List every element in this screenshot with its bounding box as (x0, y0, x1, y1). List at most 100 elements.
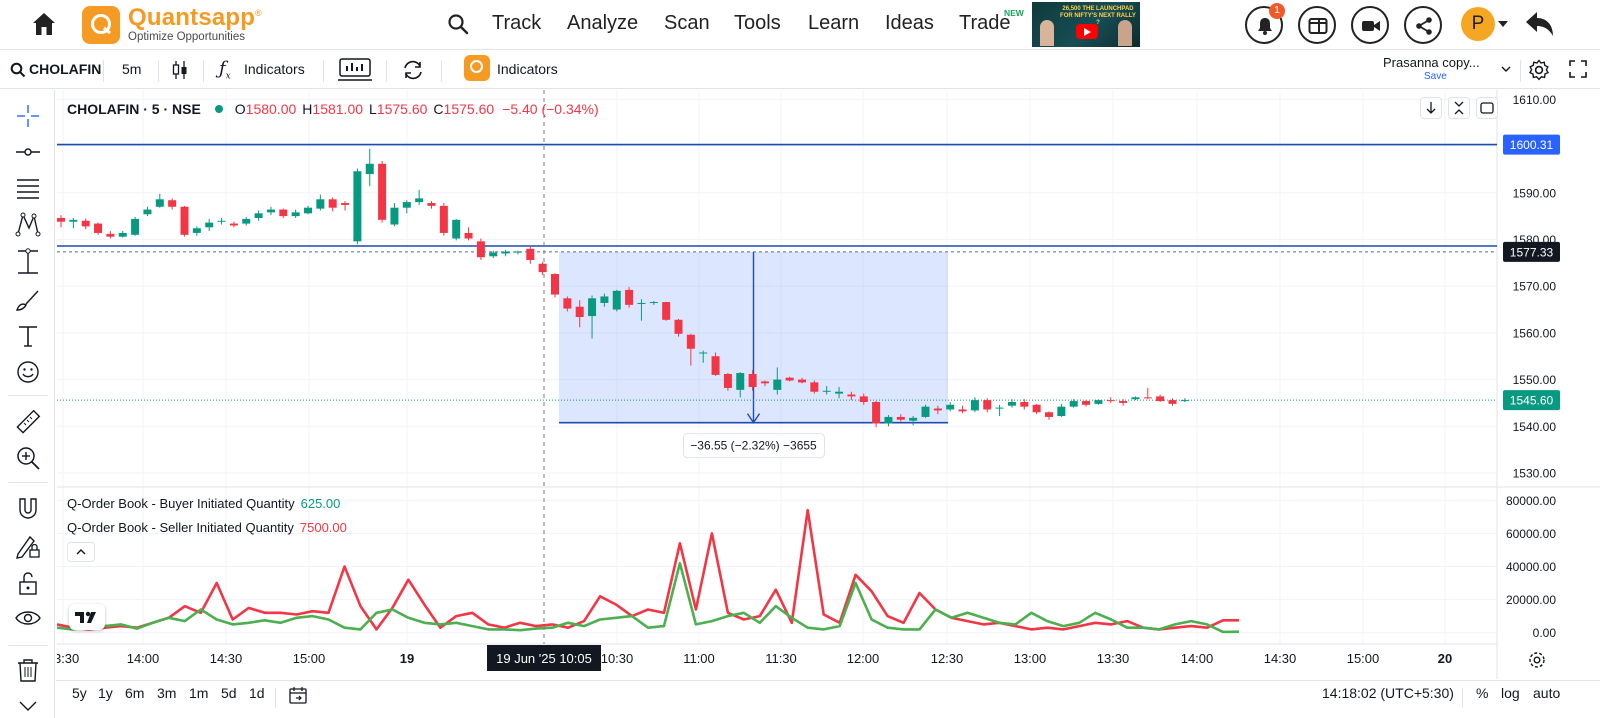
promo-video-thumbnail[interactable]: 26,500 THE LAUNCHPAD FOR NIFTY'S NEXT RA… (1032, 2, 1140, 47)
avatar[interactable]: P (1461, 7, 1495, 41)
home-icon[interactable] (30, 10, 58, 38)
candle-body (1094, 400, 1103, 404)
pane-maximize-button[interactable] (1476, 97, 1498, 119)
candle-body (1119, 401, 1128, 403)
brand-name[interactable]: Quantsapp® (128, 4, 262, 31)
trash-icon[interactable] (14, 656, 42, 684)
range-3m[interactable]: 3m (157, 685, 177, 701)
trend-line-icon[interactable] (14, 138, 42, 166)
eye-icon[interactable] (14, 605, 42, 633)
log-scale-toggle[interactable]: log (1501, 685, 1520, 701)
indicator-line (57, 561, 1240, 634)
pane-down-button[interactable] (1420, 97, 1442, 119)
candle-body (600, 296, 609, 303)
price-chart[interactable]: −36.55 (−2.32%) −3655 19 Jun '25 10:05 1… (57, 90, 1600, 679)
lock-drawing-icon[interactable] (14, 532, 42, 560)
candle-body (439, 205, 448, 233)
video-button[interactable] (1351, 6, 1389, 44)
buyer-legend-label[interactable]: Q-Order Book - Buyer Initiated Quantity (67, 496, 295, 511)
price-tick-label: 1590.00 (1513, 186, 1557, 200)
ruler-icon[interactable] (14, 408, 42, 436)
candle-body (217, 220, 226, 222)
fib-retracement-icon[interactable] (14, 174, 42, 202)
pattern-icon[interactable] (14, 210, 42, 238)
timezone-clock[interactable]: 14:18:02 (UTC+5:30) (1322, 685, 1454, 701)
share-button[interactable] (1404, 6, 1442, 44)
buyer-legend: Q-Order Book - Buyer Initiated Quantity 6… (67, 496, 340, 511)
indicator-tick-label: 20000.00 (1506, 593, 1556, 607)
function-icon[interactable]: ƒx (219, 58, 231, 82)
back-arrow-icon[interactable] (1522, 8, 1556, 42)
nav-analyze[interactable]: Analyze (567, 12, 639, 34)
percent-scale-toggle[interactable]: % (1476, 685, 1489, 701)
gear-icon[interactable] (1528, 59, 1550, 81)
save-label[interactable]: Save (1424, 71, 1447, 82)
candle-body (464, 232, 473, 239)
text-tool-icon[interactable] (14, 322, 42, 350)
time-tick-label: 14:00 (1181, 651, 1214, 666)
video-camera-icon (1362, 21, 1380, 31)
candle-body (390, 207, 399, 225)
candle-body (131, 218, 140, 235)
time-tick-label: 13:30 (57, 651, 79, 666)
candle-type-icon[interactable] (171, 60, 189, 80)
nav-tools[interactable]: Tools (734, 12, 781, 34)
notification-count: 1 (1269, 3, 1285, 19)
time-tick-label: 20 (1438, 651, 1452, 666)
tradingview-logo-icon[interactable] (69, 604, 105, 630)
quantsapp-indicators-icon[interactable] (464, 55, 490, 81)
nav-trade[interactable]: Trade (959, 12, 1011, 34)
search-icon[interactable] (10, 62, 26, 78)
range-1d[interactable]: 1d (249, 685, 265, 701)
refresh-icon[interactable] (401, 59, 425, 81)
candle-body (155, 199, 164, 207)
indicators-button[interactable]: Indicators (244, 61, 305, 77)
emoji-icon[interactable] (14, 358, 42, 386)
brush-icon[interactable] (14, 286, 42, 314)
zoom-in-icon[interactable] (14, 444, 42, 472)
interval-selector[interactable]: 5m (122, 61, 142, 77)
candle-body (612, 290, 621, 310)
time-tick-label: 11:30 (765, 651, 797, 666)
symbol-title[interactable]: CHOLAFIN · 5 · NSE (67, 101, 201, 117)
time-tick-label: 15:00 (1347, 651, 1380, 666)
axis-settings-icon[interactable] (1528, 651, 1546, 669)
layout-name[interactable]: Prasanna copy... (1383, 55, 1480, 70)
window-button[interactable] (1298, 6, 1336, 44)
unlock-icon[interactable] (14, 569, 42, 597)
range-5y[interactable]: 5y (72, 685, 87, 701)
nav-scan[interactable]: Scan (664, 12, 710, 34)
price-tick-label: 1550.00 (1513, 373, 1557, 387)
top-navbar: Quantsapp® Optimize Opportunities Track … (0, 0, 1600, 50)
templates-icon[interactable] (337, 57, 373, 83)
q-indicators-button[interactable]: Indicators (497, 61, 558, 77)
seller-legend-label[interactable]: Q-Order Book - Seller Initiated Quantity (67, 520, 294, 535)
seller-legend: Q-Order Book - Seller Initiated Quantity… (67, 520, 347, 535)
candle-body (143, 209, 152, 215)
auto-scale-toggle[interactable]: auto (1533, 685, 1561, 701)
chevron-down-icon[interactable] (1501, 65, 1511, 73)
calendar-goto-icon[interactable] (288, 685, 308, 705)
nav-ideas[interactable]: Ideas (885, 12, 934, 34)
range-1y[interactable]: 1y (98, 685, 113, 701)
pane-collapse-button[interactable] (1448, 97, 1470, 119)
nav-learn[interactable]: Learn (808, 12, 860, 34)
search-icon[interactable] (447, 13, 469, 35)
crosshair-icon[interactable] (14, 102, 42, 130)
nav-track[interactable]: Track (492, 12, 542, 34)
chevron-down-icon[interactable] (1498, 21, 1508, 27)
fullscreen-icon[interactable] (1569, 60, 1587, 78)
projection-icon[interactable] (14, 248, 42, 276)
quantsapp-logo-icon[interactable] (82, 6, 120, 44)
chevron-down-icon[interactable] (14, 693, 42, 718)
range-5d[interactable]: 5d (221, 685, 237, 701)
magnet-icon[interactable] (14, 495, 42, 523)
range-6m[interactable]: 6m (125, 685, 145, 701)
legend-collapse-button[interactable] (67, 542, 95, 562)
measure-tool: −36.55 (−2.32%) −3655 (559, 251, 948, 459)
range-1m[interactable]: 1m (189, 685, 209, 701)
buyer-legend-value: 625.00 (300, 496, 341, 511)
time-tick-label: 15:00 (293, 651, 326, 666)
symbol-search-input[interactable]: CHOLAFIN (29, 61, 102, 77)
candle-body (328, 199, 337, 208)
